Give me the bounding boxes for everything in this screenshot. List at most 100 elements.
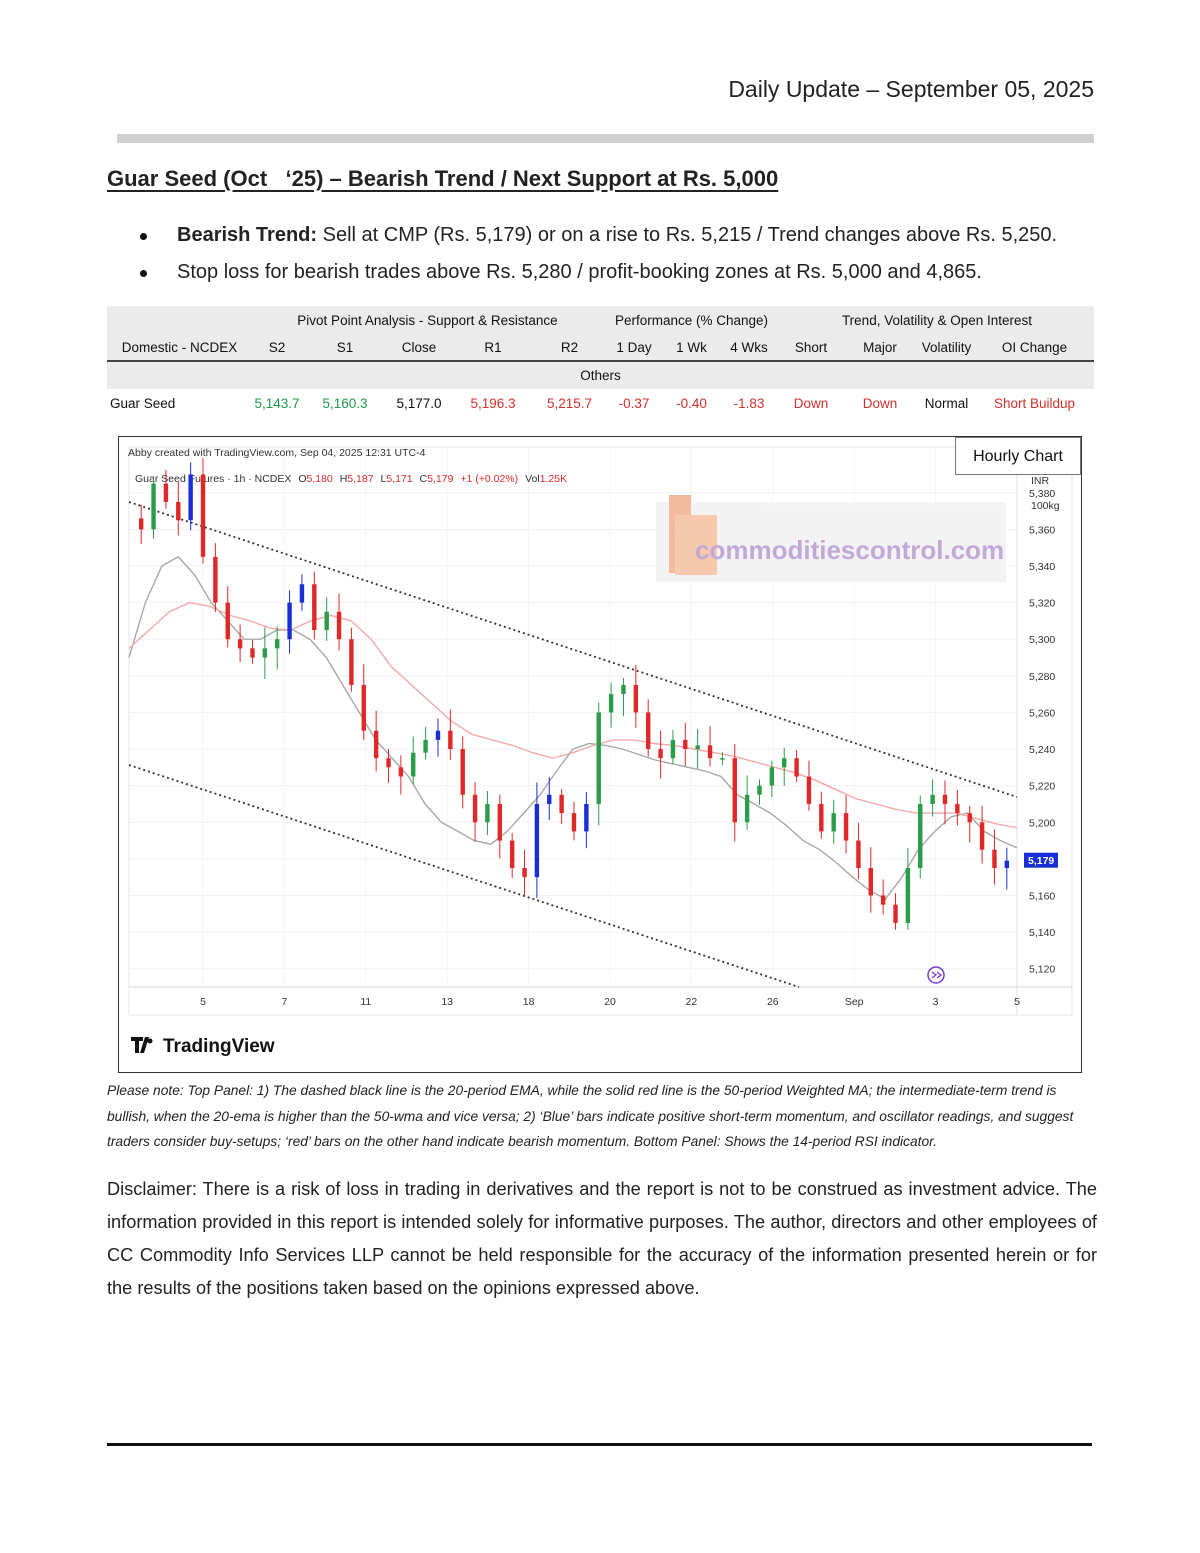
candle-body	[868, 868, 873, 896]
candle-body	[645, 712, 651, 750]
candle-body	[720, 758, 725, 760]
replay-icon[interactable]	[927, 966, 945, 984]
x-tick-label: 20	[604, 996, 616, 1008]
candle-body	[769, 767, 775, 786]
candle-body	[472, 794, 478, 823]
legend-close: 5,179	[427, 473, 453, 485]
category-label: Others	[107, 361, 1094, 389]
x-tick-label: 13	[441, 996, 453, 1008]
candle-body	[349, 639, 354, 685]
candle-body	[188, 474, 193, 521]
candle-body	[200, 474, 206, 557]
candle-body	[547, 794, 552, 804]
y-tick-label: 5,300	[1029, 634, 1055, 646]
tradingview-logo-icon	[131, 1037, 149, 1053]
category-row: Others	[107, 361, 1094, 389]
oi-change-cell: Short Buildup	[993, 396, 1076, 411]
recommendation-text: Stop loss for bearish trades above Rs. 5…	[177, 261, 982, 283]
change-1wk-cell: -0.40	[676, 396, 707, 411]
watermark: commoditiescontrol.com	[656, 495, 1006, 582]
major-trend-cell: Down	[862, 396, 898, 411]
column-header: R2	[536, 334, 603, 362]
hourly-chart-label: Hourly Chart	[955, 437, 1081, 475]
pivot-table: Pivot Point Analysis - Support & Resista…	[107, 306, 1094, 418]
candle-body	[880, 895, 886, 905]
candle-body	[670, 739, 676, 759]
candle-body	[831, 813, 836, 832]
candle-body	[312, 584, 317, 631]
candle-body	[163, 483, 169, 502]
x-tick-label: 5	[200, 996, 206, 1008]
column-header: S2	[252, 334, 302, 362]
candle-body	[633, 684, 639, 713]
recommendation-item: Stop loss for bearish trades above Rs. 5…	[140, 257, 1057, 294]
s1-cell: 5,160.3	[322, 396, 368, 411]
legend-low-label: L	[381, 473, 387, 485]
x-tick-label: 26	[767, 996, 779, 1008]
candle-body	[707, 745, 713, 759]
y-tick-label: 5,340	[1029, 561, 1055, 573]
legend-high-label: H	[340, 473, 348, 485]
column-header: 4 Wks	[718, 334, 780, 362]
recommendation-label: Bearish Trend:	[177, 224, 318, 246]
legend-change: +1 (+0.02%)	[460, 473, 518, 485]
close-cell: 5,177.0	[396, 396, 442, 411]
table-row: Guar Seed 5,143.7 5,160.3 5,177.0 5,196.…	[107, 389, 1094, 418]
r1-cell: 5,196.3	[470, 396, 516, 411]
candle-body	[757, 785, 762, 795]
legend-symbol: Guar Seed Futures · 1h · NCDEX	[135, 473, 291, 485]
candle-body	[299, 584, 305, 603]
group-header-row: Pivot Point Analysis - Support & Resista…	[107, 306, 1094, 334]
column-header: Domestic - NCDEX	[107, 334, 252, 362]
candle-body	[967, 813, 972, 823]
candle-body	[250, 648, 255, 658]
candles	[138, 458, 1010, 930]
candle-body	[361, 684, 366, 731]
volatility-cell: Normal	[924, 396, 969, 411]
group-pivot-header: Pivot Point Analysis - Support & Resista…	[252, 306, 603, 334]
candle-body	[324, 611, 329, 631]
y-tick-label: 5,380	[1029, 488, 1055, 500]
y-tick-label: 5,280	[1029, 671, 1055, 683]
candle-body	[151, 483, 156, 530]
candle-body	[435, 730, 441, 740]
bullet-icon	[140, 270, 147, 277]
candle-body	[1004, 860, 1010, 869]
column-header: Volatility	[918, 334, 975, 362]
candle-body	[608, 694, 614, 713]
column-header: R1	[450, 334, 536, 362]
legend-open-label: O	[298, 473, 306, 485]
candle-body	[571, 813, 577, 832]
time-axis: 5 7 11 13 18 20 22 26 Sep 3 5	[200, 996, 1020, 1008]
price-chart: Abby created with TradingView.com, Sep 0…	[118, 436, 1082, 1073]
candle-body	[905, 868, 911, 923]
recommendation-list: Bearish Trend: Sell at CMP (Rs. 5,179) o…	[140, 220, 1057, 294]
watermark-text: commoditiescontrol.com	[695, 535, 1004, 565]
candle-body	[386, 758, 391, 768]
group-trend-header: Trend, Volatility & Open Interest	[780, 306, 1094, 334]
legend-high: 5,187	[347, 473, 373, 485]
candle-body	[398, 767, 404, 777]
x-tick-label: 11	[360, 996, 371, 1008]
candle-body	[942, 794, 948, 804]
x-tick-label: Sep	[845, 996, 864, 1008]
column-header: Short	[780, 334, 842, 362]
last-price-label: 5,179	[1028, 855, 1054, 867]
candle-body	[695, 745, 700, 750]
candle-body	[213, 556, 218, 603]
candle-body	[225, 602, 230, 640]
last-price-badge: 5,179	[1024, 852, 1058, 868]
candle-body	[534, 803, 540, 878]
candle-body	[658, 749, 663, 759]
report-title: Guar Seed (Oct ‘25) – Bearish Trend / Ne…	[107, 166, 779, 191]
x-tick-label: 7	[281, 996, 287, 1008]
candle-body	[794, 758, 799, 777]
unit-label: 100kg	[1031, 500, 1060, 512]
column-header: S1	[302, 334, 388, 362]
x-tick-label: 22	[686, 996, 698, 1008]
y-tick-label: 5,220	[1029, 781, 1055, 793]
candle-body	[448, 730, 453, 750]
commodity-name: Guar Seed	[110, 396, 176, 411]
y-tick-label: 5,200	[1029, 817, 1055, 829]
report-date: Daily Update – September 05, 2025	[728, 76, 1094, 102]
